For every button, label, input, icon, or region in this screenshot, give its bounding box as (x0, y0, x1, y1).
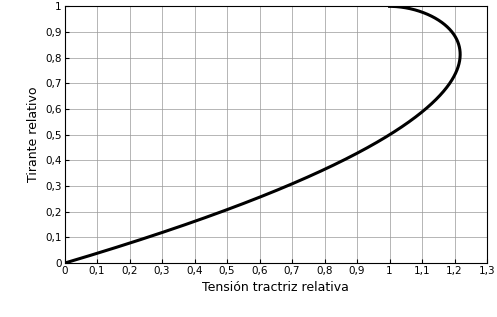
Y-axis label: Tirante relativo: Tirante relativo (27, 87, 40, 183)
X-axis label: Tensión tractriz relativa: Tensión tractriz relativa (202, 281, 349, 294)
